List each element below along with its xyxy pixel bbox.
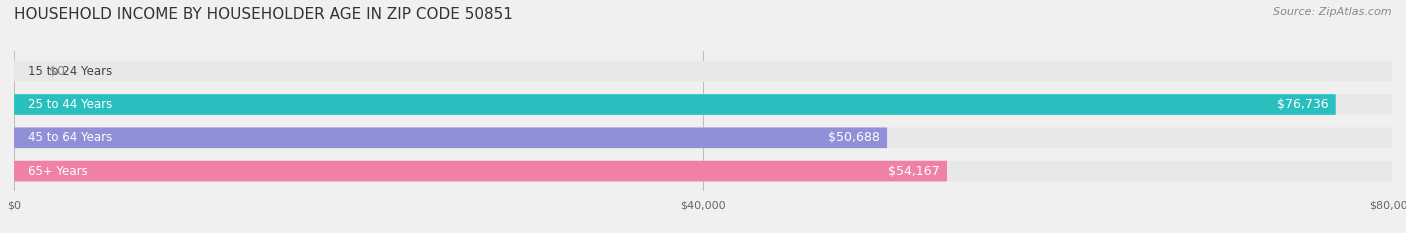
FancyBboxPatch shape bbox=[14, 94, 1392, 115]
Text: HOUSEHOLD INCOME BY HOUSEHOLDER AGE IN ZIP CODE 50851: HOUSEHOLD INCOME BY HOUSEHOLDER AGE IN Z… bbox=[14, 7, 513, 22]
FancyBboxPatch shape bbox=[14, 127, 1392, 148]
Text: $50,688: $50,688 bbox=[828, 131, 880, 144]
FancyBboxPatch shape bbox=[14, 161, 948, 182]
Text: 25 to 44 Years: 25 to 44 Years bbox=[28, 98, 112, 111]
FancyBboxPatch shape bbox=[14, 94, 1336, 115]
Text: 45 to 64 Years: 45 to 64 Years bbox=[28, 131, 112, 144]
Text: 65+ Years: 65+ Years bbox=[28, 164, 87, 178]
FancyBboxPatch shape bbox=[14, 61, 1392, 82]
FancyBboxPatch shape bbox=[14, 127, 887, 148]
Text: $0: $0 bbox=[48, 65, 65, 78]
Text: $76,736: $76,736 bbox=[1277, 98, 1329, 111]
Text: $54,167: $54,167 bbox=[889, 164, 941, 178]
FancyBboxPatch shape bbox=[14, 161, 1392, 182]
Text: 15 to 24 Years: 15 to 24 Years bbox=[28, 65, 112, 78]
Text: Source: ZipAtlas.com: Source: ZipAtlas.com bbox=[1274, 7, 1392, 17]
